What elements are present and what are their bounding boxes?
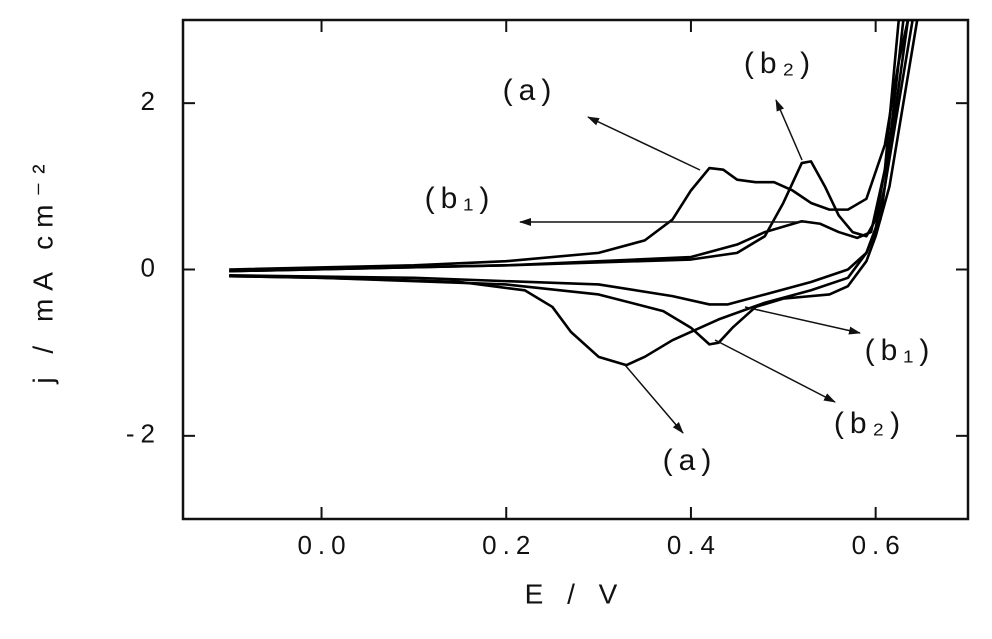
- x-axis-label: E / V: [525, 578, 626, 609]
- annotation-arrow: [587, 116, 701, 171]
- x-tick-label: 0.0: [297, 530, 351, 560]
- annotation: (a): [503, 74, 558, 107]
- x-tick-label: 0.2: [482, 530, 536, 560]
- annotation: (b₂): [744, 47, 816, 80]
- y-tick-label: 2: [141, 86, 161, 116]
- x-tick-label: 0.6: [852, 530, 906, 560]
- cv-curve: [229, 20, 919, 346]
- annotation: (b₂): [834, 407, 906, 440]
- annotation-arrow: [624, 364, 684, 434]
- cv-curve: [229, 20, 914, 367]
- y-tick-label: -2: [126, 419, 161, 449]
- y-axis-label: j / mA cm⁻²: [27, 156, 58, 384]
- annotation-arrow: [714, 339, 836, 403]
- annotation-arrow: [775, 99, 803, 161]
- x-tick-label: 0.4: [667, 530, 721, 560]
- annotation: (b₁): [425, 182, 496, 215]
- cv-curve: [229, 20, 910, 306]
- annotation: (b₁): [865, 334, 936, 367]
- annotation-arrow: [744, 306, 861, 335]
- y-tick-label: 0: [141, 252, 161, 282]
- annotation: (a): [663, 444, 718, 477]
